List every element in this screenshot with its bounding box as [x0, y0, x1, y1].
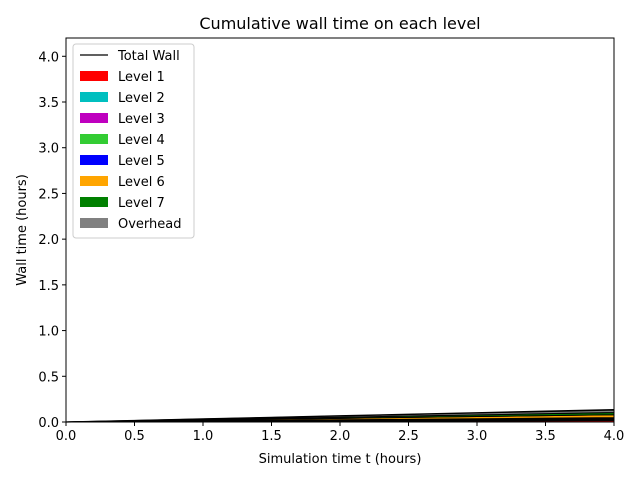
x-axis-ticks: 0.0 0.5 1.0 1.5 2.0 2.5 3.0 3.5 4.0	[56, 422, 625, 444]
x-tick-label: 0.0	[56, 429, 77, 444]
x-tick-label: 1.5	[261, 429, 282, 444]
legend-label-overhead: Overhead	[118, 217, 182, 232]
legend-label-level-6: Level 6	[118, 175, 165, 190]
legend-swatch-overhead	[80, 218, 108, 228]
total-wall-line	[65, 408, 615, 423]
x-tick-label: 1.0	[193, 429, 214, 444]
x-tick-label: 4.0	[604, 429, 625, 444]
legend-label-total-wall: Total Wall	[117, 49, 180, 64]
y-tick-label: 4.0	[38, 50, 59, 65]
y-tick-label: 3.0	[38, 142, 59, 157]
y-tick-label: 0.0	[38, 416, 59, 431]
y-axis-ticks: 0.0 0.5 1.0 1.5 2.0 2.5 3.0 3.5 4.0	[38, 50, 66, 431]
y-axis-label: Wall time (hours)	[15, 174, 30, 286]
legend-label-level-7: Level 7	[118, 196, 165, 211]
legend-label-level-1: Level 1	[118, 70, 165, 85]
x-tick-label: 3.0	[467, 429, 488, 444]
x-tick-label: 2.5	[398, 429, 419, 444]
y-tick-label: 1.5	[38, 279, 59, 294]
y-tick-label: 2.0	[38, 233, 59, 248]
legend-swatch-level-1	[80, 71, 108, 81]
y-tick-label: 1.0	[38, 325, 59, 340]
legend-swatch-level-3	[80, 113, 108, 123]
legend-swatch-level-7	[80, 197, 108, 207]
legend-swatch-level-2	[80, 92, 108, 102]
legend-swatch-level-4	[80, 134, 108, 144]
y-tick-label: 2.5	[38, 187, 59, 202]
legend-label-level-5: Level 5	[118, 154, 165, 169]
legend-swatch-level-6	[80, 176, 108, 186]
chart-title: Cumulative wall time on each level	[199, 14, 480, 33]
y-tick-label: 0.5	[38, 370, 59, 385]
total-wall-line-group	[65, 408, 615, 423]
legend-label-level-3: Level 3	[118, 112, 165, 127]
legend-swatch-level-5	[80, 155, 108, 165]
y-tick-label: 3.5	[38, 96, 59, 111]
x-axis-label: Simulation time t (hours)	[259, 452, 422, 467]
legend: Total Wall Level 1 Level 2 Level 3 Level 4 Le…	[72, 43, 195, 239]
x-tick-label: 3.5	[535, 429, 556, 444]
legend-label-level-2: Level 2	[118, 91, 165, 106]
legend-label-level-4: Level 4	[118, 133, 165, 148]
x-tick-label: 2.0	[330, 429, 351, 444]
x-tick-label: 0.5	[124, 429, 145, 444]
